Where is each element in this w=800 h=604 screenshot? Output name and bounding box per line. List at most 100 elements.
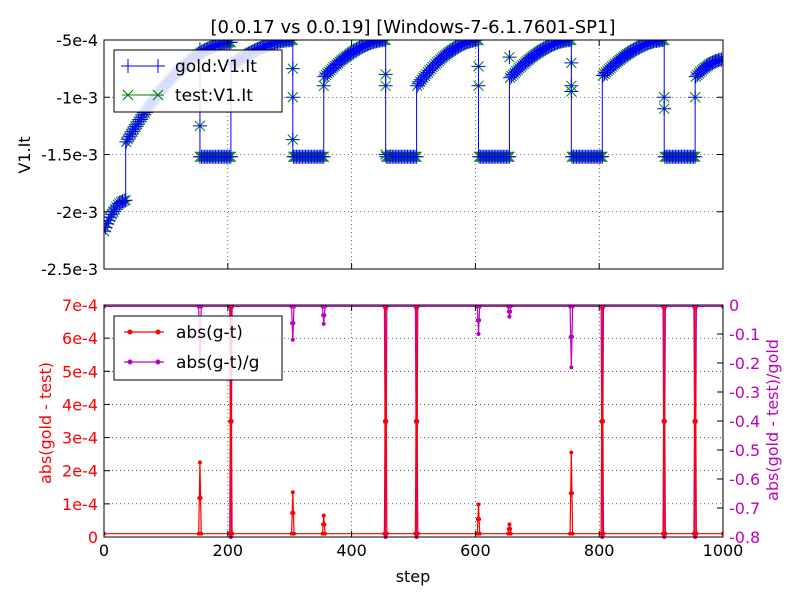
bottom-x-tick-label: 200 [213, 541, 244, 560]
rel-diff-point [507, 314, 512, 319]
rel-diff-point [291, 321, 296, 326]
abs-diff-point [508, 531, 513, 536]
abs-diff-point [600, 306, 605, 311]
bottom-right-y-tick-label: -0.5 [729, 441, 760, 460]
gold-plus-marker [104, 220, 113, 235]
abs-diff-point [569, 450, 574, 455]
abs-diff-point [290, 490, 295, 495]
abs-diff-point [693, 419, 698, 423]
legend-abs-diff-marker [127, 329, 133, 335]
top-legend-box [113, 49, 283, 113]
bottom-series-group [104, 304, 723, 539]
rel-diff-point [322, 313, 327, 318]
gold-plus-marker [688, 90, 703, 105]
gold-plus-marker [285, 132, 300, 147]
bottom-left-y-tick-label: 4e-4 [62, 395, 98, 414]
legend-rel-diff-label: abs(g-t)/g [176, 353, 259, 373]
abs-diff-point [508, 527, 513, 532]
bottom-x-tick-label: 1000 [703, 541, 744, 560]
rel-diff-point [290, 337, 295, 342]
segment-markers [379, 149, 424, 164]
abs-diff-point [663, 531, 668, 536]
gold-plus-marker [151, 59, 165, 73]
rel-diff-point [321, 321, 326, 326]
abs-diff-point [291, 510, 296, 515]
abs-diff-point [477, 531, 482, 536]
abs-diff-point [230, 531, 235, 536]
top-y-tick-label: -1.5e-3 [41, 146, 98, 165]
rel-diff-point [569, 334, 574, 339]
x-axis-label: step [396, 567, 431, 586]
abs-diff-point [570, 531, 575, 536]
gold-plus-marker [564, 84, 579, 99]
abs-diff-point [229, 419, 234, 423]
segment-markers [317, 40, 393, 84]
segment-markers [410, 40, 486, 93]
top-y-tick-label: -2.5e-3 [41, 260, 98, 279]
top-y-tick-label: -5e-4 [56, 31, 98, 50]
chart-title: [0.0.17 vs 0.0.19] [Windows-7-6.1.7601-S… [211, 17, 616, 38]
gold-plus-marker [223, 40, 238, 50]
bottom-x-tick-label: 800 [584, 541, 615, 560]
gold-plus-marker [502, 50, 517, 65]
gold-plus-marker [121, 59, 135, 73]
rel-diff-point [477, 318, 482, 323]
rel-diff-line [104, 305, 723, 538]
abs-diff-point [322, 531, 327, 536]
legend-test-label: test:V1.It [175, 86, 253, 106]
gold-plus-marker [657, 101, 672, 116]
gold-plus-marker [192, 118, 207, 133]
gold-plus-marker [378, 147, 393, 162]
legend-abs-diff-marker [155, 329, 161, 335]
gold-plus-marker [716, 52, 723, 67]
abs-diff-point [693, 306, 698, 311]
bottom-right-y-tick-label: -0.2 [729, 354, 760, 373]
abs-diff-point [384, 531, 389, 536]
abs-diff-point [507, 522, 512, 527]
abs-diff-point [197, 460, 202, 465]
abs-diff-point [384, 419, 389, 423]
bottom-left-y-tick-label: 5e-4 [62, 362, 98, 381]
gold-plus-marker [115, 194, 130, 209]
bottom-left-y-tick-label: 1e-4 [62, 495, 98, 514]
bottom-legend-box [113, 315, 283, 381]
legend-abs-diff-label: abs(g-t) [176, 323, 243, 343]
abs-diff-point [601, 531, 606, 536]
legend-gold-label: gold:V1.It [175, 57, 257, 77]
abs-diff-point [228, 306, 233, 311]
bottom-legend: abs(g-t) abs(g-t)/g [113, 315, 283, 381]
abs-diff-point [476, 502, 481, 507]
bottom-right-y-axis-label: abs(gold - test)/gold [763, 339, 782, 501]
bottom-right-y-tick-label: -0.3 [729, 383, 760, 402]
abs-diff-point [569, 491, 574, 496]
test-x-marker [152, 89, 164, 101]
abs-diff-point [600, 419, 605, 423]
abs-diff-point [414, 306, 419, 311]
bottom-left-y-tick-label: 6e-4 [62, 329, 98, 348]
abs-diff-line [104, 308, 723, 535]
top-y-tick-label: -1e-3 [56, 88, 98, 107]
bottom-x-tick-label: 400 [336, 541, 367, 560]
segment-markers [192, 149, 238, 164]
bottom-right-y-tick-label: 0 [729, 296, 739, 315]
abs-diff-point [292, 531, 297, 536]
bottom-right-y-tick-label: -0.6 [729, 470, 760, 489]
abs-diff-point [662, 419, 667, 423]
rel-diff-point [508, 309, 513, 314]
test-x-marker [122, 89, 134, 101]
gold-plus-marker [316, 78, 331, 93]
gold-plus-marker [378, 78, 393, 93]
abs-diff-point [694, 531, 699, 536]
gold-plus-marker [119, 134, 134, 149]
bottom-right-y-tick-label: -0.8 [729, 528, 760, 547]
segment-markers [595, 40, 672, 83]
bottom-right-y-tick-label: -0.1 [729, 325, 760, 344]
abs-diff-point [415, 531, 420, 536]
rel-diff-point [569, 365, 574, 370]
abs-diff-point [415, 419, 420, 423]
abs-diff-point [322, 522, 327, 527]
gold-plus-marker [285, 61, 300, 76]
gold-plus-marker [471, 78, 486, 93]
